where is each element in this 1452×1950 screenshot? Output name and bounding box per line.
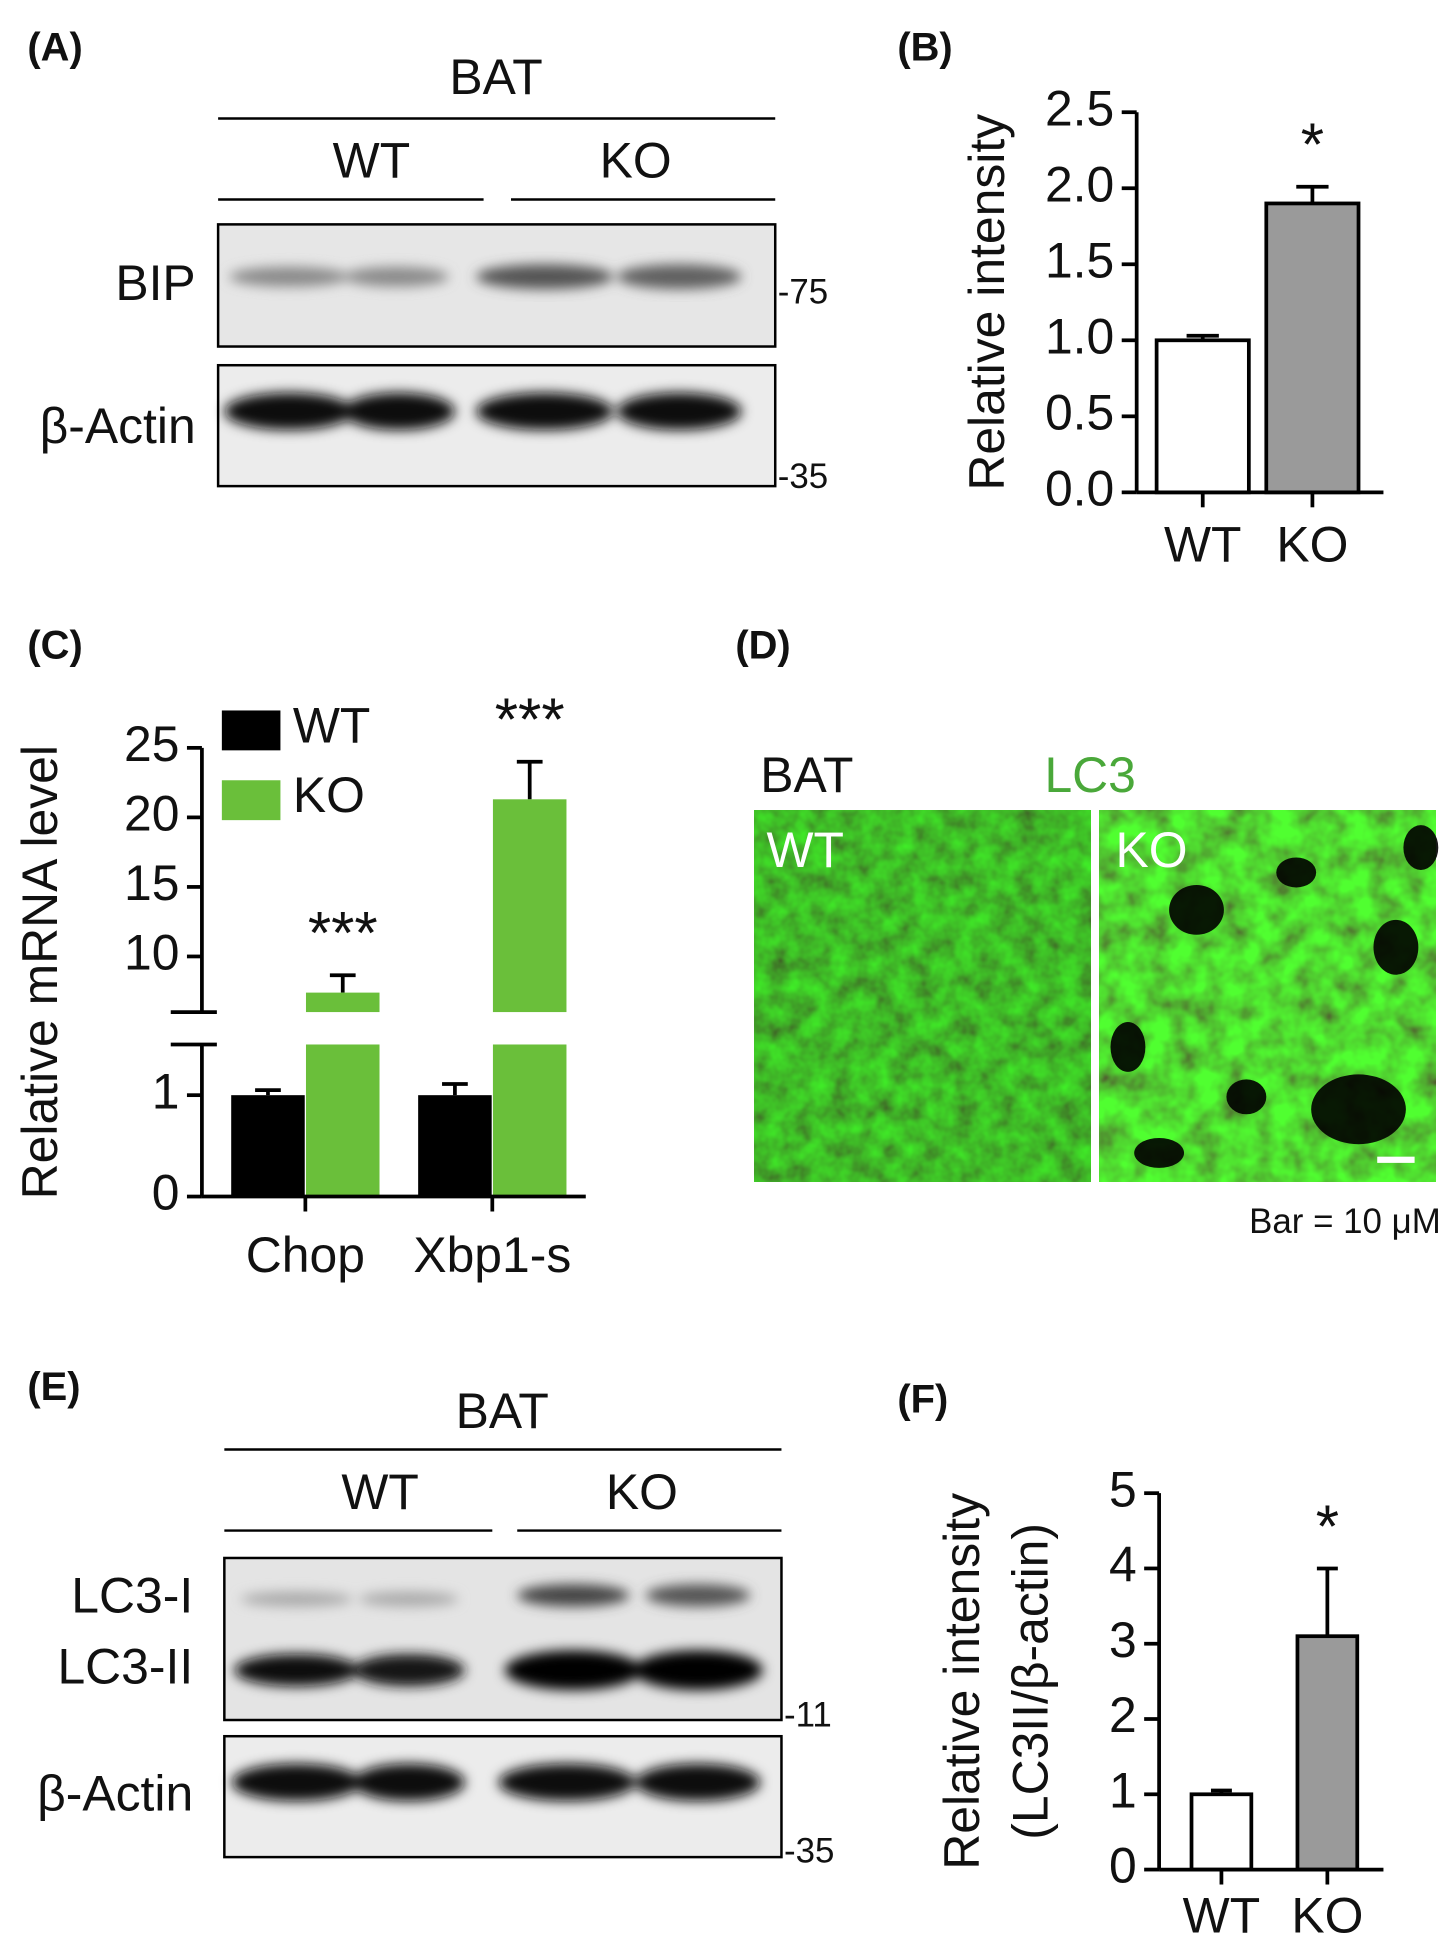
y-tick-label: 1 — [1109, 1762, 1137, 1818]
protein: LC3-II — [57, 1638, 193, 1694]
y-tick-label: 15 — [124, 855, 179, 911]
bar — [231, 1095, 305, 1197]
scale-bar — [1377, 1156, 1415, 1163]
image-label: WT — [767, 822, 845, 878]
legend-swatch — [221, 780, 281, 821]
y-tick-label: 5 — [1109, 1461, 1137, 1517]
bands — [231, 1763, 761, 1802]
legend-swatch — [221, 710, 281, 751]
y-tick-label: 10 — [124, 925, 179, 981]
x-tick-label: WT — [1183, 1888, 1261, 1944]
y-tick-label: 3 — [1109, 1612, 1137, 1668]
x-tick-label: KO — [1276, 517, 1348, 573]
stain: LC3 — [1044, 747, 1135, 803]
y-tick-label: 4 — [1109, 1537, 1137, 1593]
panel-label: (B) — [897, 25, 952, 69]
y-tick-label: 2.0 — [1045, 156, 1114, 212]
tissue: BAT — [449, 49, 542, 105]
panel-label: (C) — [27, 624, 82, 668]
protein: LC3-I — [71, 1567, 193, 1623]
bands — [234, 1584, 763, 1691]
group: KO — [606, 1464, 678, 1520]
bar — [492, 799, 567, 1197]
panel-label: (A) — [27, 25, 82, 69]
group: KO — [600, 133, 672, 189]
panel-label: (E) — [27, 1365, 80, 1409]
micrograph-texture — [754, 810, 1091, 1182]
protein: BIP — [115, 255, 195, 311]
scale-label: Bar = 10 μM — [1249, 1202, 1441, 1241]
significance: * — [1301, 111, 1324, 178]
axis-break-gap — [164, 1012, 586, 1045]
panel-label: (F) — [897, 1378, 948, 1422]
significance: *** — [308, 900, 378, 967]
bar — [1295, 1634, 1360, 1872]
protein: β-Actin — [40, 398, 196, 454]
y-tick-label: 2.5 — [1045, 80, 1114, 136]
bands — [229, 264, 742, 290]
bar — [1189, 1792, 1254, 1872]
y-tick-label: 2 — [1109, 1687, 1137, 1743]
panel-e: (E) BAT WT KO LC3-I LC3-II β-Actin -11 -… — [27, 1365, 834, 1870]
tissue: BAT — [760, 747, 853, 803]
tissue: BAT — [456, 1383, 549, 1439]
legend-label: WT — [293, 697, 371, 753]
y-axis-label: (LC3II/β-actin) — [1003, 1523, 1059, 1840]
y-axis-label: Relative intensity — [959, 114, 1015, 491]
y-tick-label: 0.0 — [1045, 461, 1114, 517]
x-tick-label: Xbp1-s — [413, 1227, 571, 1283]
image-label: KO — [1115, 822, 1187, 878]
marker: -75 — [778, 272, 828, 311]
y-tick-label: 0 — [152, 1165, 180, 1221]
bar — [1264, 201, 1361, 495]
legend-label: KO — [293, 767, 365, 823]
dark-regions — [1110, 825, 1439, 1168]
x-tick-label: WT — [1164, 517, 1242, 573]
y-tick-label: 1 — [152, 1063, 180, 1119]
marker: -35 — [784, 1832, 834, 1871]
bar — [418, 1095, 492, 1197]
bands — [224, 392, 742, 431]
group: WT — [333, 133, 411, 189]
y-tick-label: 0 — [1109, 1838, 1137, 1894]
panel-a: (A) BAT WT KO BIP β-Actin -75 -35 — [27, 25, 828, 495]
protein: β-Actin — [37, 1765, 193, 1821]
significance: * — [1316, 1493, 1339, 1560]
bar — [1154, 338, 1251, 495]
group: WT — [341, 1464, 419, 1520]
x-tick-label: Chop — [246, 1227, 365, 1283]
panel-label: (D) — [735, 624, 790, 668]
y-tick-label: 1.5 — [1045, 232, 1114, 288]
marker: -35 — [778, 457, 828, 496]
y-tick-label: 1.0 — [1045, 308, 1114, 364]
panel-d: (D) BAT LC3 WT KO Bar = 10 μM — [735, 624, 1440, 1242]
y-tick-label: 0.5 — [1045, 384, 1114, 440]
y-tick-label: 25 — [124, 716, 179, 772]
significance: *** — [495, 686, 565, 753]
blot — [223, 1556, 783, 1722]
x-tick-label: KO — [1291, 1888, 1363, 1944]
marker: -11 — [784, 1696, 832, 1735]
y-axis-label: Relative intensity — [934, 1493, 990, 1870]
y-axis-label: Relative mRNA level — [12, 745, 68, 1199]
y-tick-label: 20 — [124, 786, 179, 842]
